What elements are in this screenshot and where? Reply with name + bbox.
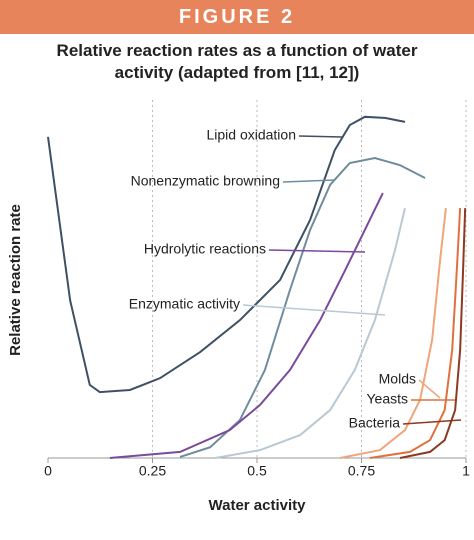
leader-line [268, 249, 366, 253]
chart-title: Relative reaction rates as a function of… [56, 41, 418, 82]
series-line [399, 208, 467, 459]
series-line [215, 207, 406, 459]
leader-line [242, 304, 386, 316]
leader-line [298, 135, 343, 138]
leader-line [402, 419, 462, 425]
leader-line [418, 379, 441, 399]
series-label: Nonenzymatic browning [131, 173, 280, 189]
series-label: Enzymatic activity [129, 296, 240, 312]
series-line [109, 192, 384, 459]
y-axis-label: Relative reaction rate [7, 204, 24, 356]
x-tick-label: 0.25 [139, 463, 166, 479]
leader-line [282, 179, 336, 183]
x-axis-label: Water activity [209, 497, 307, 514]
series-label: Hydrolytic reactions [144, 241, 266, 257]
x-tick-label: 0.5 [247, 463, 267, 479]
x-tick-label: 0.75 [348, 463, 375, 479]
x-tick-label: 1 [462, 463, 470, 479]
figure-header: FIGURE 2 [0, 0, 474, 34]
series-line [369, 208, 462, 459]
series-label: Yeasts [366, 391, 408, 407]
series-label: Bacteria [349, 415, 401, 431]
series-label: Molds [379, 371, 416, 387]
series-line [47, 115, 406, 394]
x-tick-label: 0 [44, 463, 52, 479]
series-label: Lipid oxidation [206, 127, 296, 143]
